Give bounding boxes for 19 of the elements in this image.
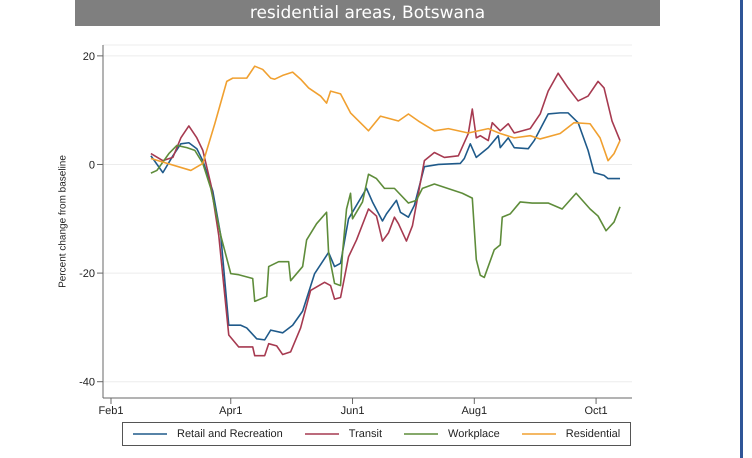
legend-label: Residential xyxy=(566,428,620,440)
x-tick-label: Apr1 xyxy=(219,404,242,417)
x-tick-label: Jun1 xyxy=(340,404,364,417)
x-tick-label: Feb1 xyxy=(98,404,124,417)
y-tick-label: -20 xyxy=(79,268,95,280)
line-series xyxy=(150,112,621,341)
chart-title: residential areas, Botswana xyxy=(75,0,660,26)
y-axis-title: Percent change from baseline xyxy=(58,154,69,288)
legend-label: Retail and Recreation xyxy=(177,428,283,440)
y-tick-label: 0 xyxy=(88,159,95,172)
y-tick-label: -40 xyxy=(79,376,95,389)
x-tick-label: Aug1 xyxy=(461,404,488,417)
legend-label: Workplace xyxy=(448,428,500,440)
y-tick-label: 20 xyxy=(82,50,95,63)
line-series xyxy=(150,72,621,356)
line-series xyxy=(150,65,621,172)
x-tick-label: Oct1 xyxy=(584,404,608,417)
line-series xyxy=(150,144,621,302)
legend-label: Transit xyxy=(348,428,382,440)
